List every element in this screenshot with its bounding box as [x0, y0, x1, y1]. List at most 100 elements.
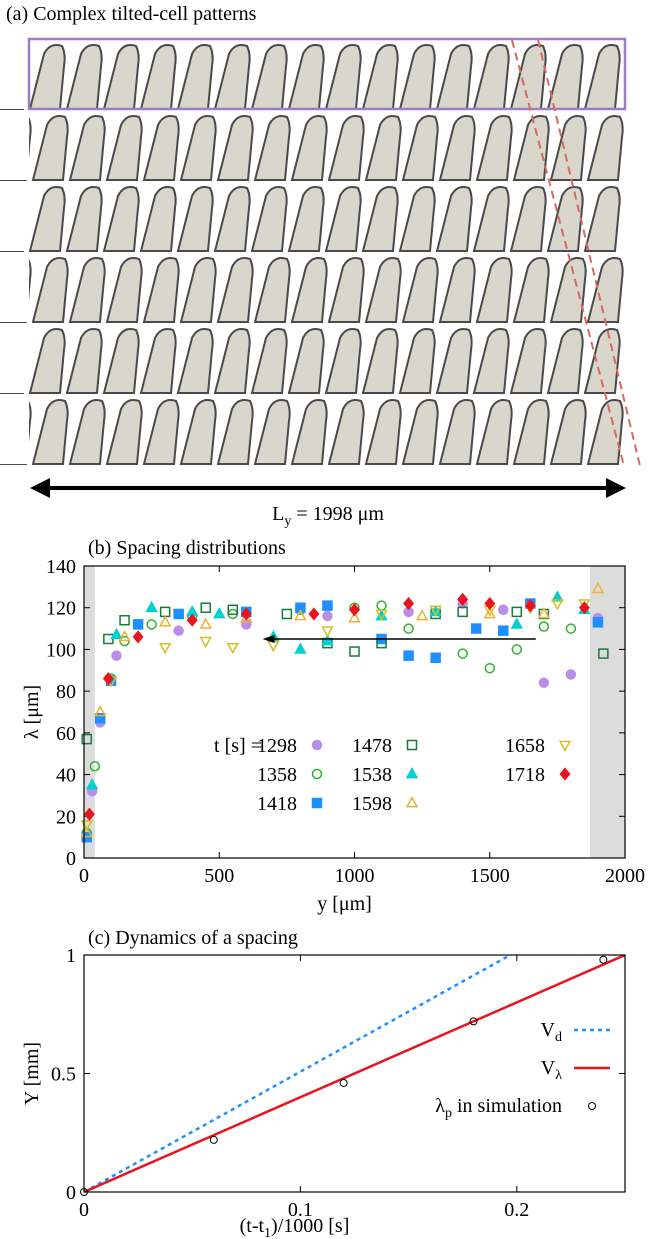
text-part: λ	[435, 1095, 445, 1117]
text-part: V	[541, 1019, 556, 1041]
cell	[549, 115, 587, 181]
panel-a-title: (a) Complex tilted-cell patterns	[6, 3, 257, 25]
point	[403, 596, 415, 611]
length-label: Ly = 1998 μm	[272, 503, 384, 529]
y-tick-label: 20	[56, 806, 76, 828]
cell	[250, 328, 288, 394]
legend-label: 1718	[505, 764, 545, 786]
cell	[102, 328, 140, 394]
point	[118, 629, 131, 642]
shaded-region	[84, 566, 95, 858]
text-part: )/1000 [s]	[271, 1215, 349, 1237]
point	[498, 604, 509, 616]
x-tick-label: 1500	[470, 865, 510, 887]
point	[511, 606, 523, 618]
point	[484, 662, 495, 674]
point	[159, 606, 171, 618]
point	[498, 625, 509, 636]
point	[348, 611, 361, 623]
point	[565, 669, 577, 680]
legend-label: 1418	[257, 793, 297, 815]
cell	[401, 399, 439, 465]
legend-label: Vd	[541, 1019, 562, 1045]
line	[84, 955, 625, 1192]
point	[308, 607, 320, 621]
cell	[586, 257, 624, 323]
y-tick-label: 140	[46, 556, 76, 578]
point	[81, 733, 92, 745]
y-tick-label: 60	[56, 723, 76, 745]
point	[240, 607, 252, 621]
cell	[68, 257, 106, 323]
legend-marker	[559, 767, 571, 781]
cell	[28, 44, 66, 110]
cell	[290, 257, 328, 323]
point	[429, 605, 442, 617]
tracking-line	[511, 39, 625, 467]
point	[403, 623, 414, 634]
point	[94, 705, 107, 717]
cell	[398, 44, 436, 110]
x-tick-label: 2000	[605, 865, 645, 887]
cell-patterns	[0, 40, 653, 465]
cell	[435, 186, 473, 252]
x-axis-label: (t-t1)/1000 [s]	[240, 1215, 350, 1239]
pattern-mask-left	[0, 253, 29, 322]
cell	[361, 44, 399, 110]
legend-label: 1658	[505, 735, 545, 757]
point	[294, 609, 307, 621]
point	[551, 590, 564, 602]
cell	[401, 257, 439, 323]
pattern-mask-left	[0, 182, 29, 251]
point	[339, 1078, 348, 1087]
point	[375, 609, 388, 621]
cell	[583, 186, 621, 252]
cell	[139, 328, 177, 394]
point	[376, 600, 387, 611]
chart-title: (b) Spacing distributions	[88, 537, 286, 559]
cell	[475, 257, 513, 323]
legend-label: 1478	[352, 735, 392, 757]
point	[89, 760, 101, 772]
point	[186, 613, 198, 627]
point	[483, 607, 496, 619]
cell	[28, 328, 66, 394]
subscript: y	[284, 514, 291, 529]
cell	[65, 44, 103, 110]
cell	[142, 257, 180, 323]
point	[209, 1135, 218, 1144]
cell	[68, 399, 106, 465]
cell	[361, 186, 399, 252]
cell	[364, 399, 402, 465]
cell	[586, 399, 624, 465]
y-tick-label: 120	[46, 598, 76, 620]
text-part: = 1998 μm	[291, 503, 384, 525]
subscript: 1	[264, 1226, 271, 1239]
cell	[179, 257, 217, 323]
subscript: p	[445, 1106, 452, 1121]
legend-label: 1298	[257, 735, 297, 757]
pattern-mask-left	[0, 324, 29, 393]
point	[430, 652, 441, 664]
cell	[179, 115, 217, 181]
cell	[438, 115, 476, 181]
point	[484, 596, 496, 611]
y-tick-label: 40	[56, 765, 76, 787]
cell	[475, 399, 513, 465]
cell	[509, 186, 547, 252]
pattern-mask-left	[0, 395, 29, 464]
legend-marker	[311, 797, 323, 809]
legend-marker	[406, 739, 418, 751]
cell	[28, 186, 66, 252]
pattern-mask-right	[625, 40, 653, 109]
x-tick-label: 0	[79, 865, 89, 887]
point	[599, 955, 608, 964]
cell	[213, 328, 251, 394]
cell	[139, 186, 177, 252]
point	[227, 604, 239, 616]
y-tick-label: 0	[66, 1182, 76, 1204]
cell	[142, 115, 180, 181]
point	[538, 621, 550, 632]
legend-marker	[405, 796, 419, 808]
cell	[512, 115, 550, 181]
